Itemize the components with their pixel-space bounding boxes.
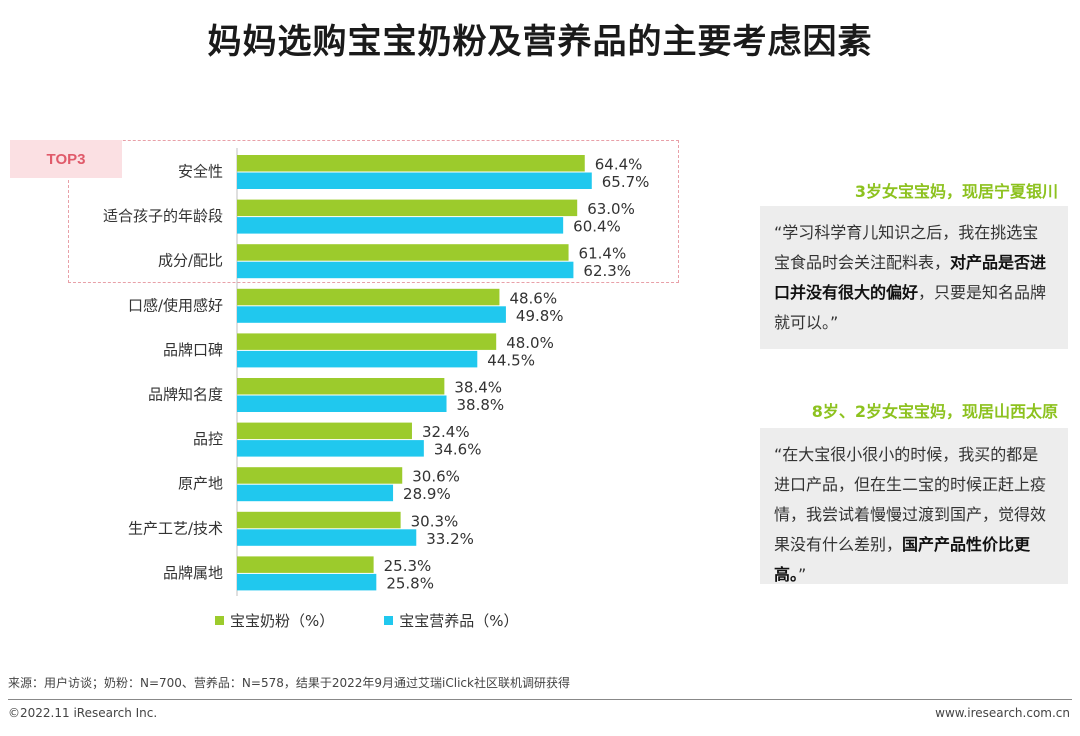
bar-supplements [237, 440, 424, 457]
source-footnote: 来源：用户访谈；奶粉：N=700、营养品：N=578，结果于2022年9月通过艾… [8, 676, 570, 690]
bar-milk-powder [237, 288, 500, 306]
category-label: 品牌属地 [163, 564, 223, 582]
bar-supplements [237, 217, 564, 234]
bar-milk-powder [237, 556, 374, 573]
bar-milk-powder [237, 244, 569, 261]
value-label: 38.8% [457, 396, 505, 414]
quote-1-text: “学习科学育儿知识之后，我在挑选宝宝食品时会关注配料表， [774, 223, 1039, 272]
quote-box-2: “在大宝很小很小的时候，我买的都是进口产品，但在生二宝的时候正赶上疫情，我尝试着… [760, 428, 1068, 584]
bar-milk-powder [237, 467, 403, 484]
bar-milk-powder [237, 333, 497, 350]
top3-highlight-box [68, 140, 679, 283]
legend-swatch-supplements [384, 616, 394, 625]
category-label: 生产工艺/技术 [128, 519, 223, 537]
legend-item-supplements: 宝宝营养品（%） [384, 610, 519, 631]
value-label: 38.4% [454, 379, 502, 397]
bar-milk-powder [237, 199, 578, 217]
website: www.iresearch.com.cn [935, 706, 1070, 720]
value-label: 48.0% [506, 334, 554, 352]
category-label: 原产地 [178, 475, 223, 493]
bar-supplements [237, 172, 592, 189]
quote-1-tail: ，只要是知名品牌就可以。” [774, 283, 1047, 332]
legend-swatch-milk-powder [215, 616, 224, 625]
quote-2-text: “在大宝很小很小的时候，我买的都是进口产品，但在生二宝的时候正赶上疫情，我尝试着… [774, 445, 1047, 554]
bar-supplements [237, 573, 377, 591]
value-label: 34.6% [434, 441, 482, 459]
bar-supplements [237, 395, 447, 412]
bar-supplements [237, 529, 417, 546]
bar-supplements [237, 484, 394, 502]
value-label: 25.3% [384, 557, 432, 575]
value-label: 33.2% [426, 530, 474, 548]
quote-heading-2: 8岁、2岁女宝宝妈，现居山西太原 [811, 402, 1058, 421]
value-label: 44.5% [487, 351, 535, 369]
bar-milk-powder [237, 155, 585, 172]
value-label: 32.4% [422, 423, 470, 441]
top3-tag: TOP3 [10, 140, 122, 178]
category-label: 安全性 [178, 163, 223, 181]
quote-2-tail: ” [798, 565, 807, 584]
legend-label-supplements: 宝宝营养品（%） [399, 612, 519, 630]
category-label: 成分/配比 [158, 252, 223, 270]
copyright: ©2022.11 iResearch Inc. [8, 706, 158, 720]
bar-chart: 安全性 64.4%65.7% 适合孩子的年龄段 63.0%60.4% 成分/配比 61.4… [103, 148, 650, 596]
category-label: 品牌知名度 [148, 386, 223, 404]
bar-milk-powder [237, 378, 445, 395]
bar-milk-powder [237, 422, 412, 440]
category-label: 品控 [193, 430, 223, 448]
legend-label-milk-powder: 宝宝奶粉（%） [230, 612, 335, 630]
value-label: 64.4% [595, 156, 643, 174]
value-label: 62.3% [583, 262, 631, 280]
bar-milk-powder [237, 511, 401, 529]
quote-box-1: “学习科学育儿知识之后，我在挑选宝宝食品时会关注配料表，对产品是否进口并没有很大… [760, 206, 1068, 349]
legend-item-milk-powder: 宝宝奶粉（%） [215, 610, 334, 631]
value-label: 30.3% [411, 512, 459, 530]
value-label: 61.4% [579, 245, 627, 263]
quote-2-bold: 国产产品性价比更高。 [774, 535, 1031, 584]
quote-heading-1: 3岁女宝宝妈，现居宁夏银川 [854, 182, 1058, 201]
quote-1-bold: 对产品是否进口并没有很大的偏好 [774, 253, 1047, 302]
bar-supplements [237, 350, 478, 368]
value-label: 48.6% [509, 289, 557, 307]
chart-legend: 宝宝奶粉（%） 宝宝营养品（%） [215, 610, 519, 631]
value-label: 25.8% [386, 574, 434, 592]
value-label: 65.7% [602, 173, 650, 191]
page-title: 妈妈选购宝宝奶粉及营养品的主要考虑因素 [207, 22, 873, 62]
category-label: 品牌口碑 [163, 341, 223, 359]
category-label: 口感/使用感好 [128, 296, 223, 314]
footer-divider [8, 699, 1072, 700]
category-label: 适合孩子的年龄段 [103, 207, 223, 225]
value-label: 30.6% [412, 468, 460, 486]
value-label: 63.0% [587, 200, 635, 218]
value-label: 28.9% [403, 485, 451, 503]
value-label: 49.8% [516, 307, 564, 325]
bar-supplements [237, 261, 574, 279]
bar-supplements [237, 306, 506, 323]
value-label: 60.4% [573, 218, 621, 236]
